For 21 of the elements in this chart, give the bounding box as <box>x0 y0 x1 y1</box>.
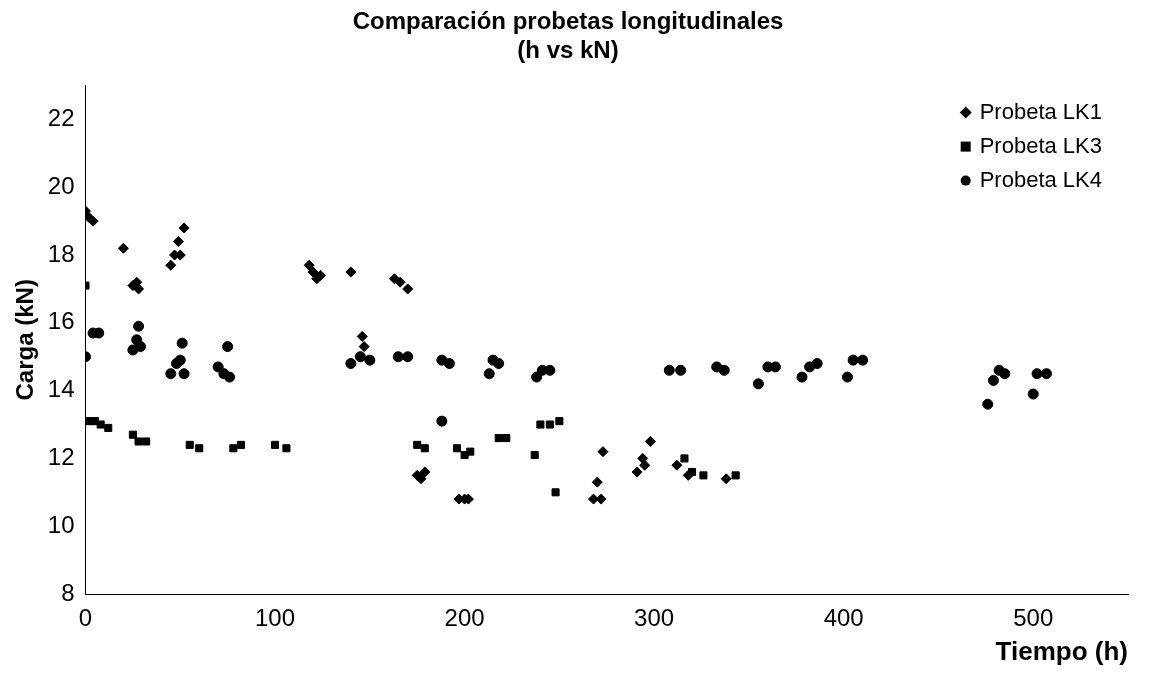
y-axis-title: Carga (kN) <box>11 279 39 401</box>
legend-label: Probeta LK4 <box>979 166 1102 192</box>
y-tick-label: 10 <box>47 510 75 538</box>
y-tick-label: 12 <box>47 443 75 471</box>
y-tick-label: 22 <box>47 104 75 132</box>
y-tick-label: 20 <box>47 171 75 199</box>
legend-label: Probeta LK3 <box>979 132 1102 158</box>
x-tick-label: 0 <box>78 604 93 632</box>
y-tick-label: 8 <box>61 578 75 606</box>
x-tick-label: 400 <box>823 604 864 632</box>
x-tick-label: 300 <box>634 604 675 632</box>
x-tick-label: 200 <box>444 604 485 632</box>
x-tick-label: 500 <box>1013 604 1054 632</box>
y-tick-label: 18 <box>47 239 75 267</box>
x-tick-label: 100 <box>255 604 296 632</box>
y-tick-label: 16 <box>47 307 75 335</box>
chart-title: Comparación probetas longitudinales <box>352 7 784 35</box>
x-axis-title: Tiempo (h) <box>995 635 1128 666</box>
legend-label: Probeta LK1 <box>979 98 1102 124</box>
y-tick-label: 14 <box>47 375 75 403</box>
chart-subtitle: (h vs kN) <box>517 35 619 63</box>
